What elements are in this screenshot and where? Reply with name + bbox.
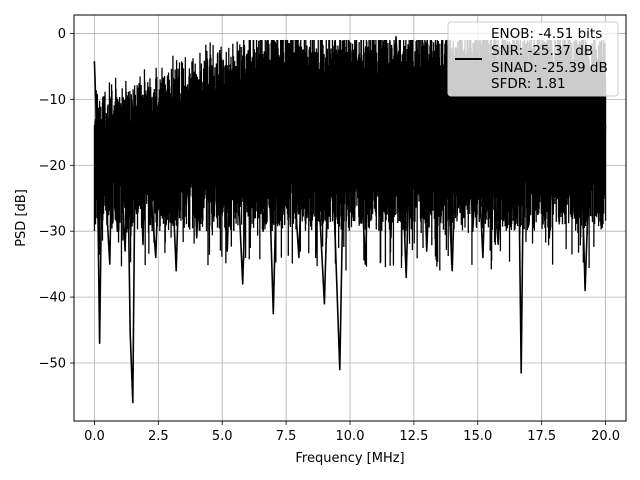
x-tick-label: 17.5 <box>527 429 556 444</box>
x-tick-label: 2.5 <box>148 429 169 444</box>
legend: ENOB: -4.51 bits SNR: -25.37 dB SINAD: -… <box>447 21 619 97</box>
legend-entry-snr: SNR: -25.37 dB <box>491 43 593 59</box>
y-tick-label: −40 <box>39 291 66 306</box>
y-axis-label: PSD [dB] <box>14 189 29 247</box>
y-tick-label: −30 <box>39 225 66 240</box>
x-tick-label: 7.5 <box>276 429 297 444</box>
y-tick-label: −20 <box>39 159 66 174</box>
x-tick-label: 20.0 <box>591 429 620 444</box>
legend-entry-enob: ENOB: -4.51 bits <box>491 26 602 42</box>
x-tick-label: 0.0 <box>84 429 105 444</box>
x-axis-label: Frequency [MHz] <box>295 451 404 466</box>
y-tick-label: 0 <box>58 27 66 42</box>
x-axis-ticks: 0.0 2.5 5.0 7.5 10.0 12.5 15.0 17.5 20.0 <box>84 421 620 444</box>
x-tick-label: 15.0 <box>463 429 492 444</box>
x-tick-label: 12.5 <box>399 429 428 444</box>
y-tick-label: −50 <box>39 357 66 372</box>
y-tick-label: −10 <box>39 93 66 108</box>
plot-area <box>93 35 607 404</box>
legend-entry-sfdr: SFDR: 1.81 <box>491 76 566 92</box>
x-tick-label: 5.0 <box>212 429 233 444</box>
y-axis-ticks: 0 −10 −20 −30 −40 −50 <box>39 27 74 372</box>
x-tick-label: 10.0 <box>336 429 365 444</box>
psd-series-line <box>93 35 607 404</box>
legend-box <box>447 21 619 97</box>
legend-entry-sinad: SINAD: -25.39 dB <box>491 60 608 76</box>
